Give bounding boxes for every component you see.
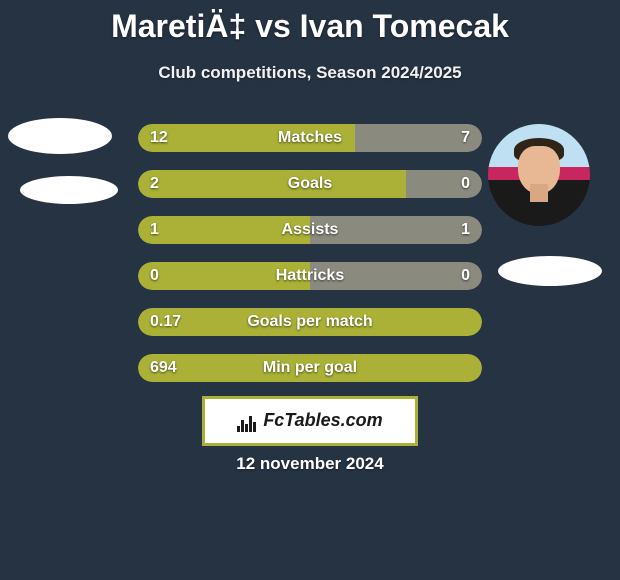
avatar-neck — [530, 184, 548, 202]
stat-label: Hattricks — [138, 262, 482, 290]
stat-label: Goals per match — [138, 308, 482, 336]
infographic-container: MaretiÄ‡ vs Ivan Tomecak Club competitio… — [0, 0, 620, 580]
stat-row: 2Goals0 — [138, 170, 482, 198]
page-title: MaretiÄ‡ vs Ivan Tomecak — [0, 0, 620, 45]
date-text: 12 november 2024 — [0, 454, 620, 474]
stat-row: 0Hattricks0 — [138, 262, 482, 290]
branding-text: FcTables.com — [263, 410, 382, 430]
player-left-avatar-placeholder-1 — [8, 118, 112, 154]
branding-logo: FcTables.com — [237, 410, 382, 432]
stat-row: 12Matches7 — [138, 124, 482, 152]
stat-label: Goals — [138, 170, 482, 198]
right-value: 1 — [461, 216, 470, 244]
player-left-avatar-placeholder-2 — [20, 176, 118, 204]
right-value: 0 — [461, 262, 470, 290]
stat-label: Min per goal — [138, 354, 482, 382]
stat-row: 1Assists1 — [138, 216, 482, 244]
comparison-bars: 12Matches72Goals01Assists10Hattricks00.1… — [138, 124, 482, 400]
page-subtitle: Club competitions, Season 2024/2025 — [0, 63, 620, 83]
right-value: 0 — [461, 170, 470, 198]
player-right-shadow — [498, 256, 602, 286]
logo-bars-icon — [237, 411, 257, 432]
branding-box: FcTables.com — [202, 396, 418, 446]
stat-label: Matches — [138, 124, 482, 152]
stat-row: 0.17Goals per match — [138, 308, 482, 336]
right-value: 7 — [461, 124, 470, 152]
stat-row: 694Min per goal — [138, 354, 482, 382]
stat-label: Assists — [138, 216, 482, 244]
player-right-avatar — [488, 124, 590, 226]
